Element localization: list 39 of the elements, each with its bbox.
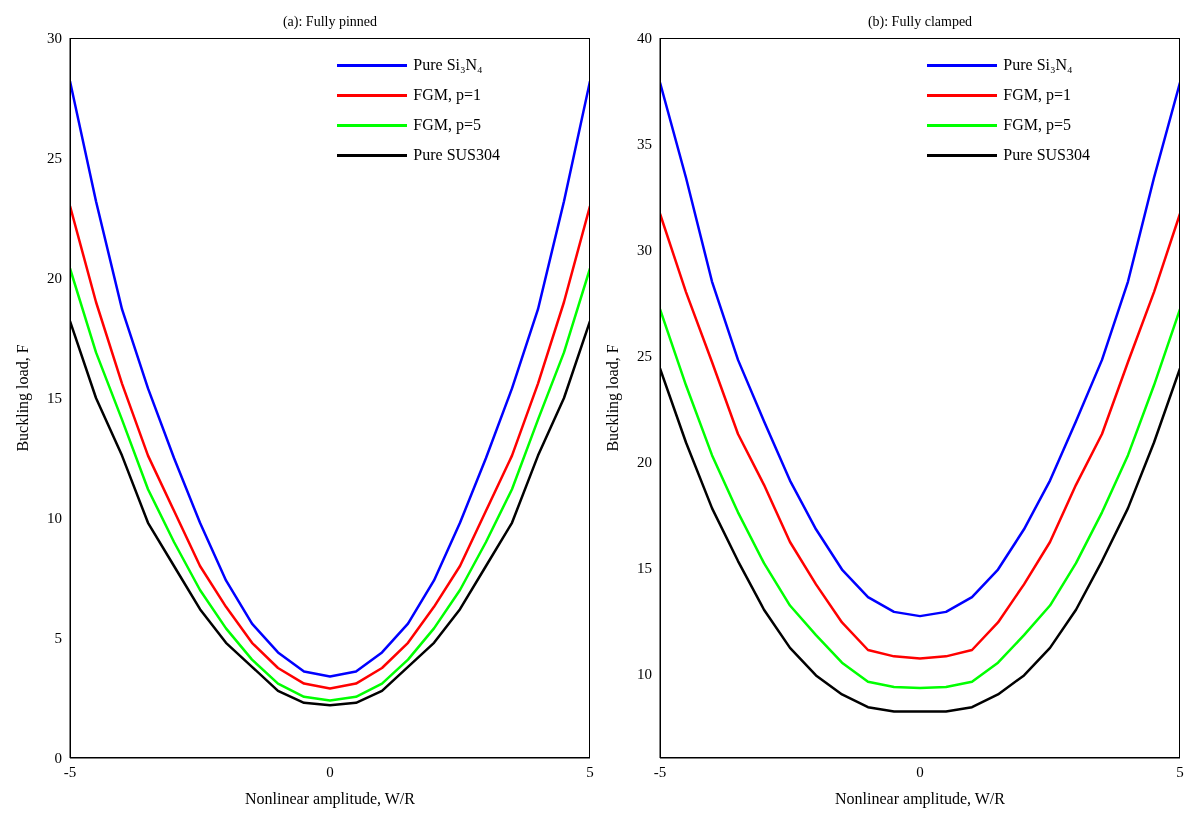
y-tick-label: 20 [47, 270, 62, 287]
legend-label: FGM, p=5 [413, 116, 482, 134]
legend-label: Pure SUS304 [413, 146, 500, 164]
legend-label: Pure Si₃N₄ [413, 56, 483, 74]
legend-label: Pure Si₃N₄ [1003, 56, 1073, 74]
x-tick-label: -5 [63, 763, 77, 780]
line-series [660, 307, 1180, 690]
line-series [660, 81, 1180, 618]
y-tick-label: 15 [47, 390, 62, 407]
x-axis-title: Nonlinear amplitude, W/R [245, 790, 416, 808]
y-tick-label: 5 [54, 630, 62, 647]
legend-label: FGM, p=1 [413, 86, 482, 104]
y-tick-label: 25 [637, 347, 652, 364]
legend-label: FGM, p=5 [1003, 116, 1072, 134]
x-tick-label: -5 [653, 763, 667, 780]
y-tick-label: 30 [637, 242, 652, 259]
y-tick-label: 10 [637, 665, 652, 682]
x-tick-label: 0 [326, 763, 334, 780]
y-tick-label: 30 [47, 30, 62, 47]
y-tick-label: 15 [637, 559, 652, 576]
x-tick-label: 0 [916, 763, 924, 780]
y-tick-label: 0 [54, 750, 62, 767]
line-series [70, 79, 590, 678]
y-tick-label: 20 [637, 453, 652, 470]
y-tick-label: 40 [637, 30, 652, 47]
legend-label: FGM, p=1 [1003, 86, 1072, 104]
x-axis-title: Nonlinear amplitude, W/R [835, 790, 1006, 808]
y-tick-label: 10 [47, 510, 62, 527]
y-axis-title: Buckling load, F [13, 344, 32, 452]
chart-title: (a): Fully pinned [281, 14, 379, 30]
legend-label: Pure SUS304 [1003, 146, 1090, 164]
line-series [660, 212, 1180, 660]
line-series [70, 204, 590, 690]
y-axis-title: Buckling load, F [603, 344, 622, 452]
x-tick-label: 5 [1176, 763, 1184, 780]
x-tick-label: 5 [586, 763, 594, 780]
y-tick-label: 25 [47, 150, 62, 167]
chart-title: (b): Fully clamped [866, 14, 974, 30]
y-tick-label: 35 [637, 136, 652, 153]
